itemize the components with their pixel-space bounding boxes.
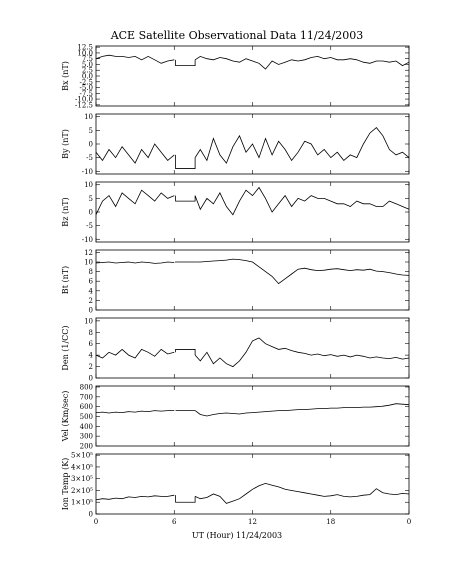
y-tick-label: 0: [89, 511, 93, 519]
panel-ylabel: Bt (nT): [61, 266, 70, 294]
x-tick-label: 6: [172, 518, 177, 526]
y-tick-label: 2×10⁵: [71, 487, 93, 495]
x-tick-label: 0: [94, 518, 98, 526]
y-tick-label: 800: [80, 383, 93, 391]
y-tick-label: 0: [89, 307, 93, 315]
data-series-line: [194, 186, 410, 216]
data-gap-segment: [175, 154, 196, 169]
y-tick-label: 4: [89, 287, 94, 295]
y-tick-label: -12.5: [75, 101, 93, 109]
panel-frame: [95, 385, 410, 447]
y-tick-label: -5.0: [80, 84, 94, 92]
y-tick-label: 200: [80, 443, 93, 451]
y-tick-label: 300: [80, 433, 93, 441]
y-tick-label: 4×10⁵: [71, 463, 93, 471]
y-tick-label: 12.5: [77, 44, 93, 52]
data-series-line: [95, 189, 175, 215]
panel-ylabel: Ion Temp (K): [61, 458, 70, 511]
panel-ylabel: Den (1/CC): [61, 325, 70, 370]
data-gap-segment: [175, 195, 196, 202]
y-tick-label: 10: [84, 259, 93, 267]
y-tick-label: 10: [84, 113, 93, 121]
x-tick-label: 18: [326, 518, 335, 526]
y-tick-label: 600: [80, 403, 93, 411]
y-tick-label: 8: [89, 329, 93, 337]
data-series-line: [95, 143, 175, 164]
data-series-line: [194, 127, 410, 164]
data-series-line: [95, 261, 175, 264]
y-tick-label: 2: [89, 363, 93, 371]
y-tick-label: 5×10⁵: [71, 452, 93, 460]
y-tick-label: 10.0: [77, 49, 93, 57]
y-tick-label: 12: [84, 249, 93, 257]
x-tick-label: 12: [248, 518, 257, 526]
data-gap-segment: [175, 59, 196, 67]
y-tick-label: 700: [80, 393, 93, 401]
y-tick-label: -10: [82, 236, 93, 244]
panel-ylabel: Vel (Km/sec): [61, 391, 70, 443]
data-series-line: [194, 337, 410, 368]
data-series-line: [194, 482, 410, 504]
y-tick-label: 2.5: [82, 67, 93, 75]
data-series-line: [194, 403, 410, 417]
panel-frame: [95, 453, 410, 515]
y-tick-label: 3×10⁵: [71, 475, 93, 483]
y-tick-label: -5: [86, 222, 93, 230]
y-tick-label: -10.0: [75, 96, 93, 104]
y-tick-label: 5: [89, 127, 93, 135]
y-tick-label: 10: [84, 317, 93, 325]
data-series-line: [95, 54, 175, 64]
data-series-line: [95, 348, 175, 359]
chart-title: ACE Satellite Observational Data 11/24/2…: [110, 29, 364, 42]
x-tick-label: 0: [407, 518, 411, 526]
y-tick-label: -5: [86, 154, 93, 162]
y-tick-label: 6: [89, 340, 94, 348]
y-tick-label: 2: [89, 297, 93, 305]
y-tick-label: 0: [89, 375, 93, 383]
y-tick-label: 8: [89, 268, 93, 276]
panel-ylabel: By (nT): [61, 129, 70, 159]
y-tick-label: 7.5: [82, 55, 93, 63]
panels-group: 12.510.07.55.02.50.0-2.5-5.0-7.5-10.0-12…: [61, 44, 411, 526]
y-tick-label: 400: [80, 423, 93, 431]
y-tick-label: 5.0: [82, 61, 93, 69]
panel-frame: [95, 45, 410, 107]
y-tick-label: 500: [80, 413, 93, 421]
data-series-line: [194, 55, 410, 70]
data-series-line: [95, 494, 175, 501]
data-series-line: [195, 258, 410, 285]
y-tick-label: -7.5: [80, 90, 94, 98]
y-tick-label: -2.5: [80, 78, 94, 86]
panel-frame: [95, 249, 410, 311]
data-gap-segment: [175, 495, 196, 503]
y-tick-label: 0: [89, 141, 93, 149]
panel-ylabel: Bx (nT): [61, 61, 70, 91]
y-tick-label: 10: [84, 181, 93, 189]
panel-ylabel: Bz (nT): [61, 197, 70, 226]
y-tick-label: 4: [89, 352, 94, 360]
data-series-line: [95, 410, 175, 414]
y-tick-label: -10: [82, 168, 93, 176]
y-tick-label: 6: [89, 278, 94, 286]
panel-frame: [95, 317, 410, 379]
data-gap-segment: [175, 349, 196, 356]
y-tick-label: 5: [89, 195, 93, 203]
y-tick-label: 1×10⁵: [71, 499, 93, 507]
y-tick-label: 0.0: [82, 73, 93, 81]
y-tick-label: 0: [89, 209, 93, 217]
x-axis-label: UT (Hour) 11/24/2003: [192, 531, 282, 540]
